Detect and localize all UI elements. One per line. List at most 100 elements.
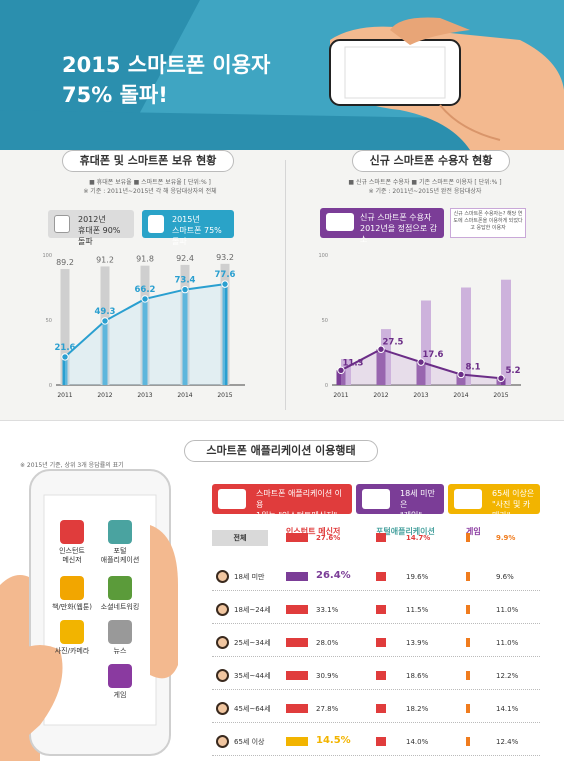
value-label: 11.0% [496, 639, 519, 647]
app-item: 뉴스 [94, 620, 146, 656]
bar-front [416, 362, 426, 385]
value-bar [376, 638, 386, 647]
value-bar [376, 737, 386, 746]
data-label: 27.5 [383, 337, 404, 347]
value-bar [286, 533, 308, 542]
data-point [141, 295, 149, 303]
envelope-icon [60, 520, 84, 544]
bar-front [376, 349, 386, 385]
left-chart-title: 휴대폰 및 스마트폰 보유 현황 [62, 150, 234, 172]
data-label: 8.1 [465, 362, 480, 372]
data-label: 11.3 [343, 358, 364, 368]
app-label: 소셜네트워킹 [100, 603, 140, 611]
bar-back [501, 279, 511, 385]
data-point [181, 285, 189, 294]
app-item: 포털 애플리케이션 [94, 520, 146, 565]
left-chart-note: ※ 기준 : 2011년~2015년 각 해 응답대상자의 전체 [83, 188, 217, 195]
value-label: 30.9% [316, 672, 339, 680]
box1-line1: 스마트폰 애플리케이션 이용 [256, 489, 343, 509]
data-label-back: 89.2 [56, 258, 74, 267]
row-label: 18세 미만 [234, 573, 265, 581]
person-avatar-icon [216, 702, 229, 715]
value-label: 9.6% [496, 573, 514, 581]
data-point [337, 366, 345, 375]
person-avatar-icon [216, 603, 229, 616]
value-bar [376, 605, 386, 614]
data-point [417, 358, 425, 366]
value-label: 14.7% [406, 534, 431, 542]
callout-new-line1: 신규 스마트폰 수용자 [360, 213, 432, 222]
value-label: 19.6% [406, 573, 429, 581]
data-point [497, 374, 505, 382]
callout-2012-year: 2012년 [78, 215, 106, 224]
bar-front [62, 356, 68, 385]
box2-line1: 18세 미만은 [400, 489, 435, 509]
value-bar [466, 671, 470, 680]
x-tick-label: 2015 [493, 392, 508, 399]
data-label-back: 91.2 [96, 255, 114, 264]
envelope-icon [218, 489, 246, 509]
value-bar [286, 605, 308, 614]
x-tick-label: 2012 [97, 392, 112, 399]
bar-back [341, 359, 351, 385]
x-tick-label: 2011 [333, 392, 348, 399]
app-item: 게임 [94, 664, 146, 700]
person-avatar-icon [216, 570, 229, 583]
news-icon [108, 620, 132, 644]
row-divider [212, 656, 540, 657]
new-user-definition: 신규 스마트폰 수용자는? 해당 연도에 스마트폰을 이용하게 되었다고 응답한… [450, 208, 526, 238]
data-point [101, 317, 109, 325]
x-tick-label: 2012 [373, 392, 388, 399]
data-point [457, 370, 465, 379]
value-bar [286, 737, 308, 746]
feature-phone-icon [54, 215, 70, 233]
data-label-back: 91.8 [136, 255, 154, 264]
camera-highlight-box: 65세 이상은 "사진 및 카메라" [448, 484, 540, 520]
value-bar [376, 704, 386, 713]
messenger-highlight-box: 스마트폰 애플리케이션 이용 1위는 "인스턴트메신저" [212, 484, 352, 520]
bar-back [461, 287, 471, 385]
x-tick-label: 2014 [453, 392, 468, 399]
callout-new-users: 신규 스마트폰 수용자 2012년을 정점으로 감소 [320, 208, 444, 244]
app-label: 인스턴트 메신저 [59, 547, 85, 564]
series-area [65, 284, 225, 385]
row-label: 45세~64세 [234, 705, 271, 713]
y-tick-label: 50 [46, 318, 52, 324]
data-label: 17.6 [423, 350, 444, 360]
value-label: 14.5% [316, 735, 351, 746]
right-chart-legend: ■ 신규 스마트폰 수용자 ■ 기존 스마트폰 이용자 [ 단위:% ] [348, 179, 502, 186]
right-chart-note: ※ 기준 : 2011년~2015년 완전 응답대상자 [368, 188, 482, 195]
phone-illustration [0, 469, 178, 761]
value-bar [376, 572, 386, 581]
value-label: 12.4% [496, 738, 519, 746]
header-banner: 2015 스마트폰 이용자 75% 돌파! [0, 0, 564, 150]
value-bar [286, 572, 308, 581]
value-bar [466, 605, 470, 614]
value-bar [466, 737, 470, 746]
data-point [377, 345, 385, 353]
data-label: 66.2 [135, 285, 156, 295]
y-tick-label: 50 [322, 318, 328, 324]
bar-front [142, 298, 148, 385]
y-tick-label: 0 [49, 383, 52, 389]
app-section-title: 스마트폰 애플리케이션 이용행태 [184, 440, 378, 462]
row-label: 65세 이상 [234, 738, 265, 746]
value-bar [376, 671, 386, 680]
column-header: 게임 [466, 527, 481, 536]
smartphone-icon [148, 215, 164, 233]
value-label: 27.6% [316, 534, 341, 542]
person-avatar-icon [216, 636, 229, 649]
page-title: 2015 스마트폰 이용자 75% 돌파! [62, 50, 270, 110]
portal-icon [108, 520, 132, 544]
app-item: 사진/카메라 [46, 620, 98, 656]
x-tick-label: 2014 [177, 392, 192, 399]
person-avatar-icon [216, 669, 229, 682]
data-label: 21.6 [55, 343, 76, 353]
camera-icon [454, 489, 482, 509]
box1-line2: 1위는 "인스턴트메신저" [256, 511, 338, 520]
person-avatar-icon [216, 735, 229, 748]
callout-new-line2: 2012년을 정점으로 감소 [360, 224, 437, 244]
row-label-total: 전체 [212, 530, 268, 546]
y-tick-label: 100 [318, 253, 328, 259]
